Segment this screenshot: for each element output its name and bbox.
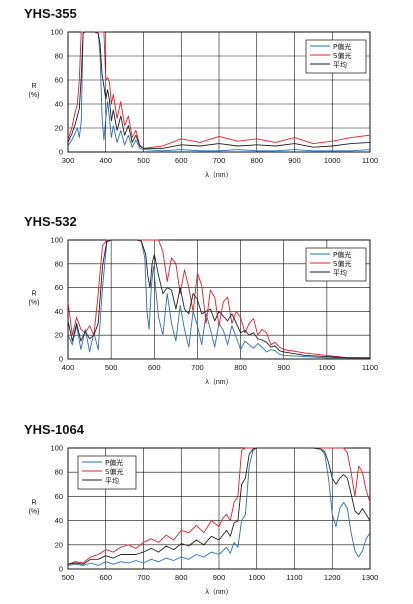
y-tick-label: 60: [55, 492, 63, 501]
x-tick-label: 600: [99, 573, 112, 582]
y-axis-label: R: [31, 500, 36, 507]
x-tick-label: 900: [213, 573, 226, 582]
series-line-p: [68, 447, 370, 566]
legend-label: 平均: [333, 268, 347, 277]
series-line-s: [68, 447, 370, 565]
y-tick-label: 0: [59, 355, 63, 364]
x-axis-label: λ（nm）: [205, 378, 232, 386]
x-tick-label: 900: [288, 156, 301, 165]
x-tick-label: 400: [99, 156, 112, 165]
x-tick-label: 700: [137, 573, 150, 582]
x-tick-label: 400: [62, 363, 75, 372]
plot-frame: [67, 239, 371, 360]
y-tick-label: 40: [55, 516, 63, 525]
y-tick-label: 80: [55, 468, 63, 477]
legend-label: S偏光: [333, 259, 351, 268]
x-axis-label: λ（nm）: [205, 588, 232, 596]
plot-frame: [67, 31, 371, 153]
chart-title: YHS-355: [24, 6, 77, 21]
y-tick-label: 100: [50, 444, 63, 453]
x-tick-label: 1100: [362, 363, 378, 372]
y-axis-label: R: [31, 83, 36, 90]
x-axis-label: λ（nm）: [205, 171, 232, 179]
y-tick-label: 20: [55, 540, 63, 549]
legend-label: P偏光: [333, 250, 351, 259]
series-line-s: [68, 31, 370, 149]
legend-label: 平均: [333, 60, 347, 69]
x-tick-label: 900: [277, 363, 290, 372]
y-tick-label: 0: [59, 148, 63, 157]
legend-label: P偏光: [105, 458, 123, 467]
x-tick-label: 1000: [324, 156, 341, 165]
x-tick-label: 1100: [286, 573, 302, 582]
series-line-p: [68, 239, 370, 359]
y-tick-label: 60: [55, 76, 63, 85]
legend-label: 平均: [105, 476, 119, 485]
y-tick-label: 20: [55, 124, 63, 133]
legend-label: P偏光: [333, 42, 351, 51]
y-axis-unit-label: (%): [29, 509, 40, 516]
x-tick-label: 800: [250, 156, 263, 165]
y-tick-label: 100: [50, 236, 63, 245]
x-tick-label: 500: [62, 573, 75, 582]
x-tick-label: 500: [105, 363, 118, 372]
y-tick-label: 20: [55, 331, 63, 340]
x-tick-label: 1100: [362, 156, 378, 165]
chart-3: YHS-1064 500 600 700 800 900 1000 1100 1200 1300 0…: [24, 422, 378, 596]
chart-2: YHS-532 400 500 600 700 800 900 1000 1100 0 20 40 60…: [24, 214, 378, 386]
x-tick-label: 700: [191, 363, 204, 372]
x-tick-label: 1000: [248, 573, 265, 582]
x-tick-label: 300: [62, 156, 75, 165]
x-tick-label: 800: [234, 363, 247, 372]
x-tick-label: 800: [175, 573, 188, 582]
y-tick-label: 40: [55, 100, 63, 109]
chart-1: YHS-355 300 400 500 600 700 800 900 1000 1100 0 20 4…: [24, 6, 378, 179]
y-tick-label: 100: [50, 28, 63, 37]
x-tick-label: 1200: [324, 573, 341, 582]
x-tick-label: 600: [175, 156, 188, 165]
plot-frame: [67, 447, 371, 570]
x-tick-label: 1000: [319, 363, 336, 372]
series-line-average: [68, 447, 370, 565]
x-tick-label: 500: [137, 156, 150, 165]
legend-label: S偏光: [105, 467, 123, 476]
x-tick-label: 1300: [362, 573, 379, 582]
series-line-average: [68, 239, 370, 359]
series-line-average: [68, 31, 370, 149]
y-axis-unit-label: (%): [29, 92, 40, 99]
chart-title: YHS-1064: [24, 422, 85, 437]
y-tick-label: 80: [55, 259, 63, 268]
y-axis-label: R: [31, 291, 36, 298]
y-tick-label: 40: [55, 307, 63, 316]
y-tick-label: 60: [55, 283, 63, 292]
y-tick-label: 80: [55, 52, 63, 61]
series-line-s: [68, 239, 370, 359]
x-tick-label: 600: [148, 363, 161, 372]
legend-label: S偏光: [333, 51, 351, 60]
x-tick-label: 700: [213, 156, 226, 165]
y-tick-label: 0: [59, 565, 63, 574]
y-axis-unit-label: (%): [29, 300, 40, 307]
chart-title: YHS-532: [24, 214, 77, 229]
